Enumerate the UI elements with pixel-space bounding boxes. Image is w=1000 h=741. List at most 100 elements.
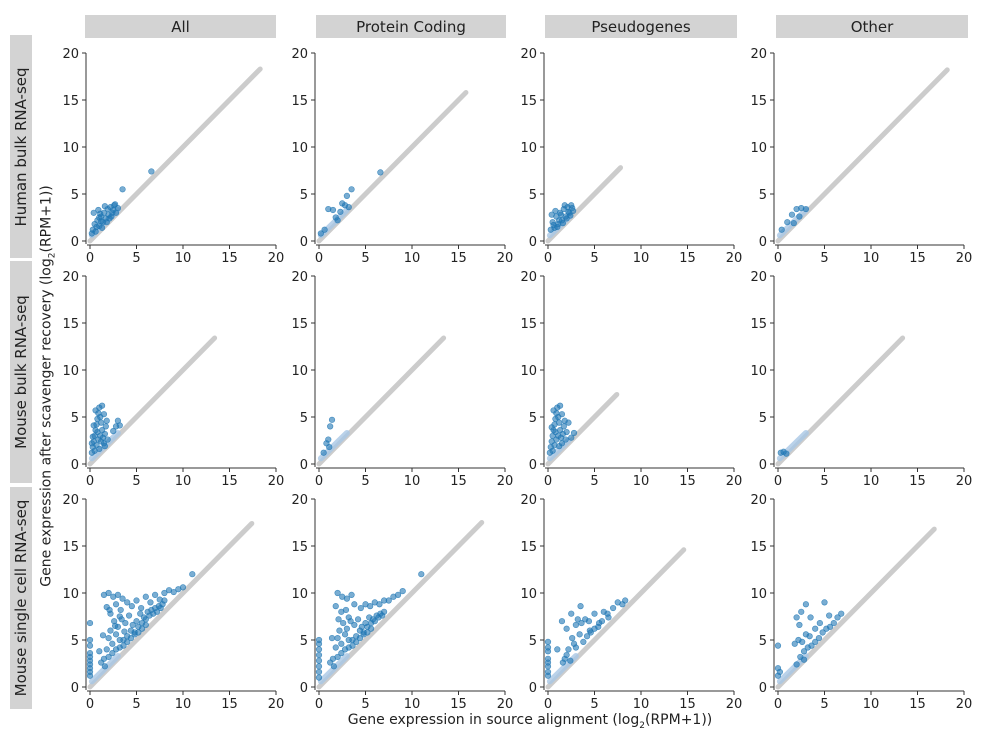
y-axis-title-prefix: Gene expression after scavenger recovery… [38,258,55,587]
recovered-gene-point [800,656,808,663]
recovered-gene-point [558,618,566,625]
x-tick-label: 15 [909,474,926,489]
y-tick-label: 5 [529,634,537,649]
y-tick-label: 10 [750,141,767,156]
recovered-gene-point [119,595,126,602]
recovered-gene-point [550,221,557,229]
y-tick-label: 5 [300,634,308,649]
recovered-gene-point [343,595,351,602]
x-tick-label: 0 [86,697,94,712]
x-tick-label: 15 [679,474,696,489]
x-tick-label: 20 [956,697,973,712]
x-tick-label: 20 [726,474,743,489]
recovered-gene-point [100,411,108,418]
recovered-gene-point [798,608,805,615]
recovered-gene-point [86,636,94,644]
x-axis-title: Gene expression in source alignment (log… [90,712,970,731]
facet-header-protein-coding: Protein Coding [316,15,506,38]
recovered-gene-point [559,659,566,666]
y-tick-label: 20 [291,493,308,508]
recovered-gene-point [315,646,323,653]
y-tick-label: 20 [62,493,79,508]
recovered-gene-point [576,631,583,638]
y-tick-label: 5 [759,411,767,426]
x-tick-label: 0 [544,251,552,266]
recovered-gene-point [107,627,114,634]
recovered-gene-point [112,622,119,630]
recovered-gene-point [550,407,557,414]
recovered-gene-point [609,604,617,612]
recovered-gene-point [135,629,142,636]
recovered-gene-point [552,428,559,436]
x-tick-label: 5 [820,251,828,266]
y-tick-label: 0 [300,458,308,473]
recovered-gene-point [112,646,120,653]
y-tick-label: 10 [291,364,308,379]
recovered-gene-point [142,593,149,600]
recovered-gene-point [327,423,334,430]
recovered-gene-point [336,627,343,634]
recovered-gene-point [92,407,99,414]
y-tick-label: 5 [71,411,79,426]
recovered-gene-point [783,450,790,457]
recovered-gene-point [595,623,602,630]
x-tick-label: 0 [544,474,552,489]
recovered-gene-point [572,621,580,629]
recovered-gene-point [548,424,555,431]
recovered-gene-point [585,618,593,625]
y-tick-label: 0 [529,458,537,473]
recovered-gene-point [334,635,341,642]
y-tick-label: 0 [529,235,537,250]
x-tick-label: 20 [497,697,514,712]
recovered-gene-point [793,614,800,621]
recovered-gene-point [554,646,561,653]
recovered-gene-point [109,640,116,647]
y-tick-label: 0 [529,681,537,696]
recovered-gene-point [332,214,339,221]
y-tick-label: 20 [750,270,767,285]
x-tick-label: 15 [909,697,926,712]
y-tick-label: 15 [62,540,79,555]
recovered-gene-point [418,571,425,578]
y-tick-label: 5 [529,411,537,426]
facet-row-human-bulk: Human bulk RNA-seq [10,35,32,258]
recovered-gene-point [552,207,559,215]
x-tick-label: 0 [315,474,323,489]
y-tick-label: 15 [520,540,537,555]
recovered-gene-point [103,417,110,424]
recovered-gene-point [86,619,94,627]
recovered-gene-point [320,449,327,456]
recovered-gene-point [122,619,129,627]
x-tick-label: 0 [315,251,323,266]
y-tick-label: 5 [71,188,79,203]
x-tick-label: 20 [497,474,514,489]
recovered-gene-point [544,638,552,645]
recovered-gene-point [838,610,845,617]
x-tick-label: 20 [956,251,973,266]
y-tick-label: 0 [300,235,308,250]
recovered-gene-point [345,204,352,211]
x-tick-label: 0 [774,251,782,266]
recovered-gene-point [367,625,375,632]
y-tick-label: 20 [520,493,537,508]
recovered-gene-point [565,419,572,426]
recovered-gene-point [142,621,149,629]
recovered-gene-point [556,443,563,450]
y-tick-label: 10 [62,141,79,156]
y-tick-label: 10 [750,364,767,379]
y-tick-label: 10 [520,141,537,156]
recovered-gene-point [774,642,782,649]
x-tick-label: 10 [633,251,650,266]
recovered-gene-point [560,423,567,430]
y-tick-label: 10 [62,587,79,602]
recovered-gene-point [315,674,323,681]
recovered-gene-point [830,619,837,627]
recovered-gene-point [556,402,564,409]
recovered-gene-point [784,219,791,226]
recovered-gene-point [105,635,112,642]
recovered-gene-point [622,597,629,604]
recovered-gene-point [561,202,568,209]
y-tick-label: 15 [750,94,767,109]
x-tick-label: 10 [863,251,880,266]
